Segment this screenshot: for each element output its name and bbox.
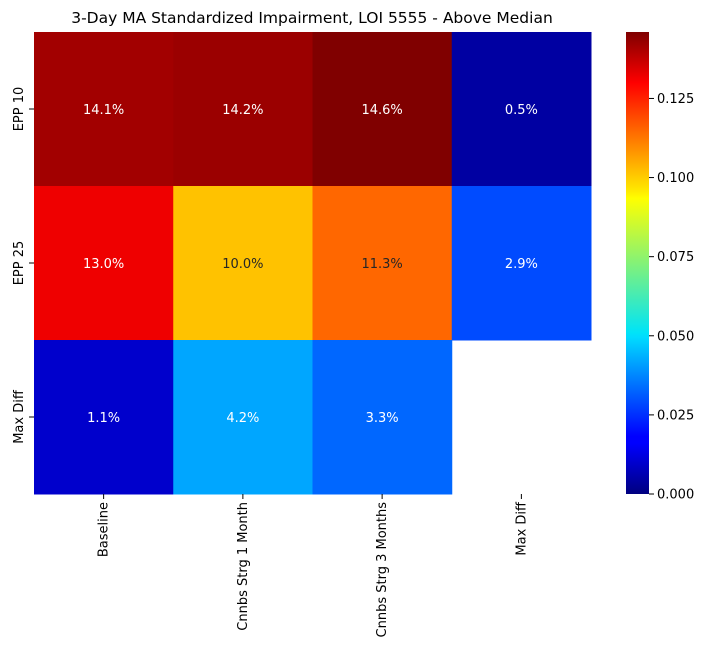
heatmap-cell bbox=[34, 340, 174, 495]
heatmap-cell bbox=[34, 186, 174, 341]
colorbar-ticks: 0.000 0.025 0.050 0.075 0.100 0.125 bbox=[649, 92, 694, 503]
cell-label: 14.2% bbox=[222, 103, 263, 118]
heatmap-cell bbox=[451, 32, 592, 187]
heatmap-cell bbox=[173, 32, 313, 187]
cell-label: 3.3% bbox=[366, 411, 399, 426]
chart-title: 3-Day MA Standardized Impairment, LOI 55… bbox=[71, 9, 553, 27]
colorbar-tick-label: 0.025 bbox=[657, 408, 694, 423]
row-label: EPP 10 bbox=[12, 87, 27, 132]
column-label: Cnnbs Strg 3 Months bbox=[375, 502, 390, 638]
heatmap-cell bbox=[173, 186, 313, 341]
colorbar-tick-label: 0.125 bbox=[657, 92, 694, 107]
cell-label: 1.1% bbox=[87, 411, 120, 426]
cell-label: 0.5% bbox=[505, 103, 538, 118]
colorbar-tick-label: 0.050 bbox=[657, 329, 694, 344]
heatmap-cell bbox=[312, 32, 453, 187]
cell-label: 10.0% bbox=[222, 257, 263, 272]
heatmap-cell bbox=[451, 186, 592, 341]
heatmap-cells bbox=[34, 32, 592, 495]
row-label: EPP 25 bbox=[12, 241, 27, 286]
colorbar-tick-label: 0.000 bbox=[657, 488, 694, 503]
heatmap-cell bbox=[312, 340, 453, 495]
cell-label: 14.6% bbox=[361, 103, 402, 118]
cell-label: 11.3% bbox=[361, 257, 402, 272]
column-axis: Baseline Cnnbs Strg 1 Month Cnnbs Strg 3 M… bbox=[97, 494, 529, 638]
heatmap-cell bbox=[34, 32, 174, 187]
cell-label: 2.9% bbox=[505, 257, 538, 272]
colorbar-tick-label: 0.100 bbox=[657, 171, 694, 186]
cell-label: 14.1% bbox=[83, 103, 124, 118]
heatmap-cell bbox=[312, 186, 453, 341]
column-label: Baseline bbox=[97, 502, 112, 557]
row-axis: EPP 10 EPP 25 Max Diff bbox=[12, 87, 34, 444]
row-label: Max Diff bbox=[12, 389, 27, 444]
colorbar: 0.000 0.025 0.050 0.075 0.100 0.125 bbox=[626, 32, 694, 503]
heatmap-cell bbox=[173, 340, 313, 495]
colorbar-gradient bbox=[626, 32, 649, 494]
cell-label: 13.0% bbox=[83, 257, 124, 272]
column-label: Max Diff bbox=[514, 501, 529, 556]
cell-label: 4.2% bbox=[226, 411, 259, 426]
heatmap-cell-labels: 14.1% 14.2% 14.6% 0.5% 13.0% 10.0% 11.3% 2.9% 1.… bbox=[83, 103, 538, 426]
colorbar-tick-label: 0.075 bbox=[657, 250, 694, 265]
column-label: Cnnbs Strg 1 Month bbox=[236, 502, 251, 631]
